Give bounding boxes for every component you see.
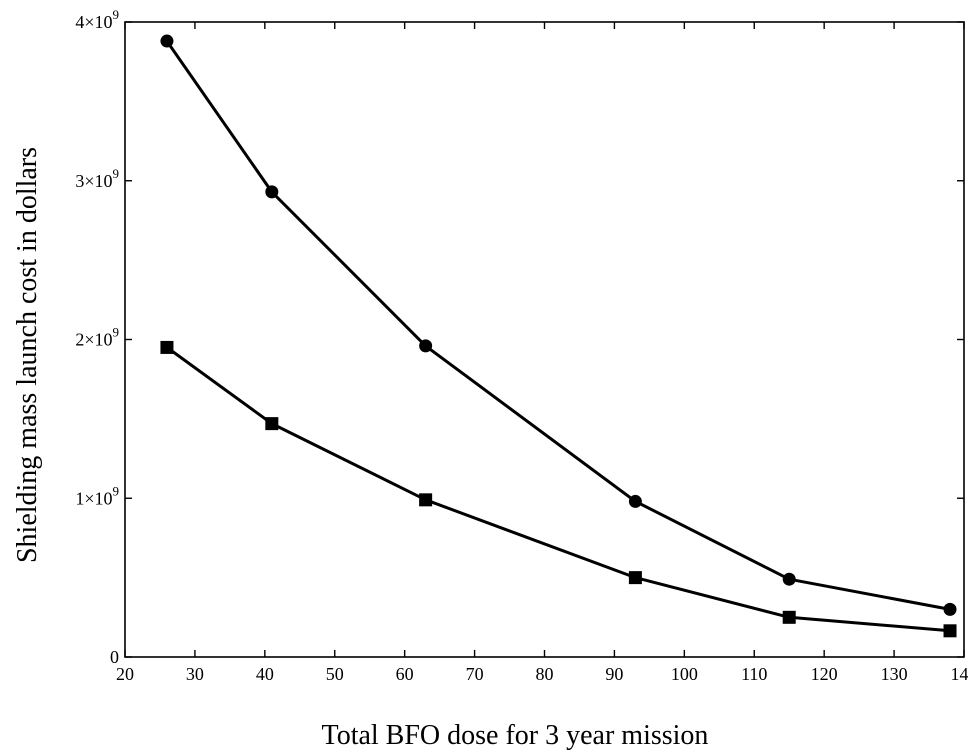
y-tick-label: 4×109 [75, 7, 119, 32]
x-tick-label: 120 [811, 664, 838, 684]
series-2-point [628, 571, 642, 585]
x-tick-label: 140 [951, 664, 968, 684]
x-tick-label: 130 [881, 664, 908, 684]
y-tick-label: 1×109 [75, 483, 119, 508]
series-2-point [943, 624, 957, 638]
series-1-point [160, 34, 174, 48]
y-tick-exponent: 9 [113, 483, 120, 498]
series-layer [160, 34, 957, 638]
series-2-point [160, 340, 174, 354]
plot-frame [124, 21, 965, 658]
x-tick-label: 110 [741, 664, 767, 684]
series-1-point [265, 185, 279, 199]
y-tick-exponent: 9 [113, 7, 120, 22]
series-2-point [782, 610, 796, 624]
x-tick-label: 50 [326, 664, 344, 684]
x-tick-label: 60 [396, 664, 414, 684]
series-1-point [782, 572, 796, 586]
x-tick-label: 100 [671, 664, 698, 684]
series-1-point [419, 339, 433, 353]
series-1-point [628, 494, 642, 508]
series-1-line [165, 40, 951, 611]
series-1-point [943, 602, 957, 616]
y-tick-label: 2×109 [75, 325, 119, 350]
x-axis-title: Total BFO dose for 3 year mission [322, 720, 709, 751]
x-tick-label: 40 [256, 664, 274, 684]
series-2-point [265, 417, 279, 431]
series-2-line [166, 346, 951, 633]
axes: 20 30 40 50 60 70 80 90 100 110 120 130 140 0 1×109 2×1… [75, 7, 968, 684]
y-tick-label: 0 [110, 647, 119, 667]
y-tick-label: 3×109 [75, 166, 119, 191]
x-tick-label: 90 [605, 664, 623, 684]
x-tick-label: 30 [186, 664, 204, 684]
y-tick-exponent: 9 [113, 325, 120, 340]
x-tick-label: 20 [116, 664, 134, 684]
plot-area [124, 21, 965, 658]
y-axis-title: Shielding mass launch cost in dollars [12, 147, 43, 563]
y-tick-exponent: 9 [113, 166, 120, 181]
x-tick-label: 70 [466, 664, 484, 684]
series-2-point [419, 493, 433, 507]
x-tick-label: 80 [536, 664, 554, 684]
